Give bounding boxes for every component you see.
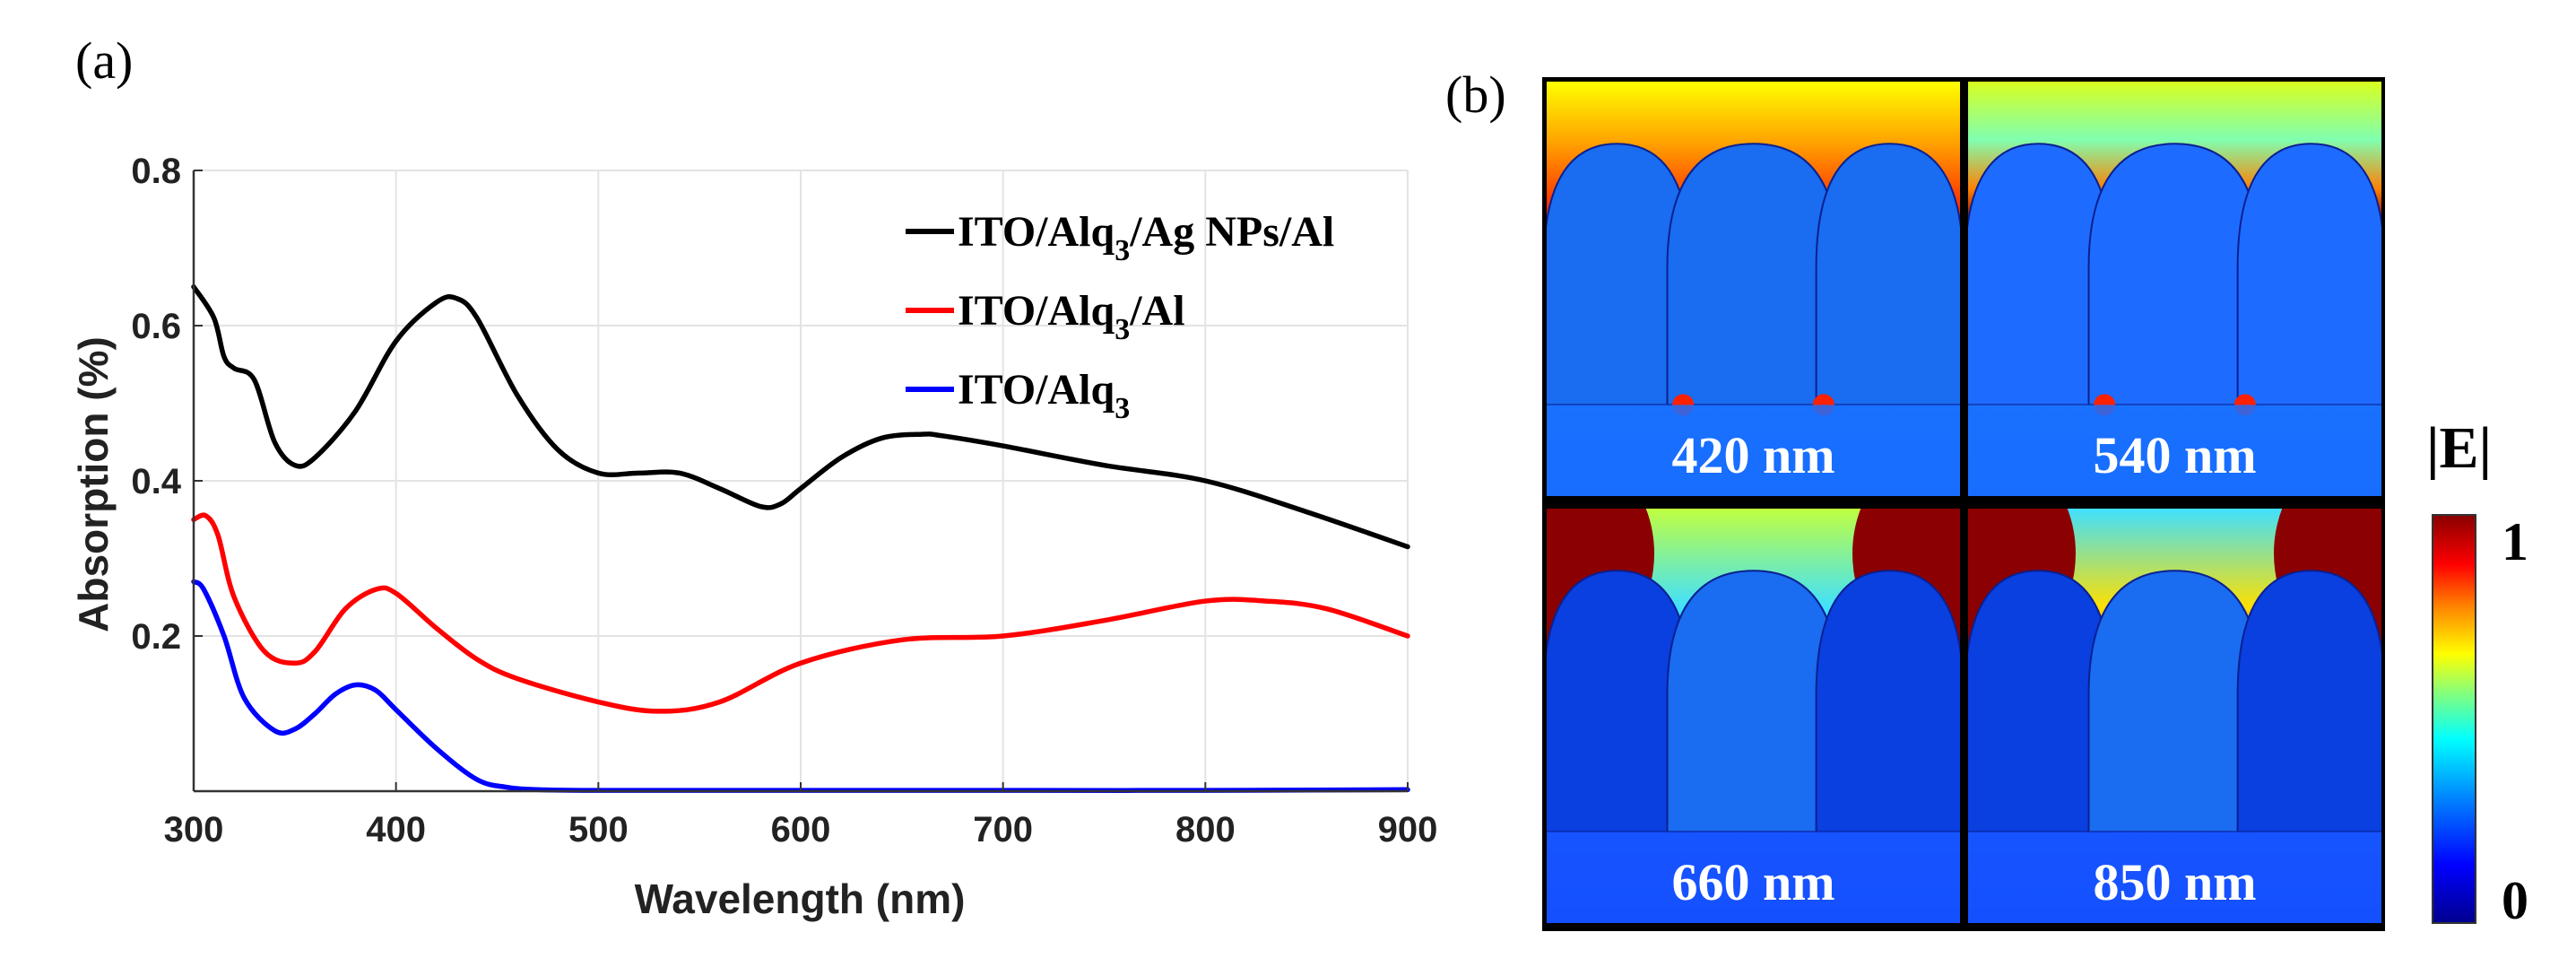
x-tick-label: 500 bbox=[568, 810, 629, 849]
chart-legend: ITO/Alq3/Ag NPs/Al ITO/Alq3/Al ITO/Alq3 bbox=[906, 208, 1334, 425]
nanostructure-dome bbox=[2236, 570, 2381, 833]
x-tick-label: 800 bbox=[1175, 810, 1236, 849]
legend-label: ITO/Alq3/Al bbox=[958, 287, 1185, 346]
substrate-layer bbox=[1968, 832, 2381, 923]
colorbar bbox=[2432, 514, 2476, 924]
field-map-wavelength-label: 540 nm bbox=[2093, 426, 2257, 484]
nanostructure-dome bbox=[1815, 143, 1960, 406]
field-map-wavelength-label: 420 nm bbox=[1671, 426, 1835, 484]
x-axis-label: Wavelength (nm) bbox=[635, 876, 966, 922]
x-tick-label: 400 bbox=[366, 810, 426, 849]
colorbar-title: |E| bbox=[2426, 415, 2493, 481]
y-tick-label: 0.4 bbox=[131, 462, 181, 501]
chart-ticks: 300 400 500 600 700 800 900 0.2 0.4 0.6 0.8 bbox=[131, 152, 1437, 849]
x-tick-label: 600 bbox=[771, 810, 831, 849]
colorbar-min-label: 0 bbox=[2502, 871, 2528, 930]
colorbar-max-label: 1 bbox=[2502, 512, 2528, 571]
field-map-panel: 660 nm bbox=[1547, 509, 1960, 923]
series-line-ito-alq3-ag-nps-al bbox=[191, 284, 1410, 550]
y-axis-label: Absorption (%) bbox=[70, 336, 117, 632]
substrate-layer bbox=[1968, 405, 2381, 496]
field-map-shapes bbox=[1968, 143, 2381, 496]
substrate-layer bbox=[1547, 405, 1960, 496]
field-map-grid: 420 nm 540 nm 660 nm 850 nm bbox=[1542, 77, 2385, 931]
panel-a-label: (a) bbox=[75, 31, 134, 90]
x-tick-label: 300 bbox=[164, 810, 224, 849]
nanostructure-dome bbox=[1815, 570, 1960, 833]
panel-b-label: (b) bbox=[1445, 65, 1506, 124]
field-map-shapes bbox=[1547, 143, 1960, 496]
field-map-shapes bbox=[1547, 509, 1960, 923]
substrate-layer bbox=[1547, 832, 1960, 923]
field-map-panel: 420 nm bbox=[1547, 82, 1960, 496]
x-tick-label: 900 bbox=[1378, 810, 1438, 849]
nanostructure-dome bbox=[1666, 570, 1841, 833]
field-map-shapes bbox=[1968, 509, 2381, 923]
legend-label: ITO/Alq3/Ag NPs/Al bbox=[958, 208, 1334, 267]
absorption-chart: 300 400 500 600 700 800 900 0.2 0.4 0.6 0.8 Wavele… bbox=[70, 152, 1437, 922]
series-line-ito-alq3-al bbox=[191, 512, 1410, 714]
nanostructure-dome bbox=[2236, 143, 2381, 406]
field-map-panel: 540 nm bbox=[1968, 82, 2381, 496]
nanostructure-dome bbox=[2087, 143, 2262, 406]
y-tick-label: 0.2 bbox=[131, 617, 181, 657]
field-map-wavelength-label: 850 nm bbox=[2093, 853, 2257, 911]
field-map-panel: 850 nm bbox=[1968, 509, 2381, 923]
nanostructure-dome bbox=[2087, 570, 2262, 833]
x-tick-label: 700 bbox=[973, 810, 1033, 849]
field-map-wavelength-label: 660 nm bbox=[1671, 853, 1835, 911]
nanostructure-dome bbox=[1666, 143, 1841, 406]
y-tick-label: 0.6 bbox=[131, 307, 181, 346]
y-tick-label: 0.8 bbox=[131, 152, 181, 191]
legend-label: ITO/Alq3 bbox=[958, 366, 1130, 425]
chart-axes bbox=[192, 170, 1409, 793]
chart-grid bbox=[193, 170, 1409, 791]
